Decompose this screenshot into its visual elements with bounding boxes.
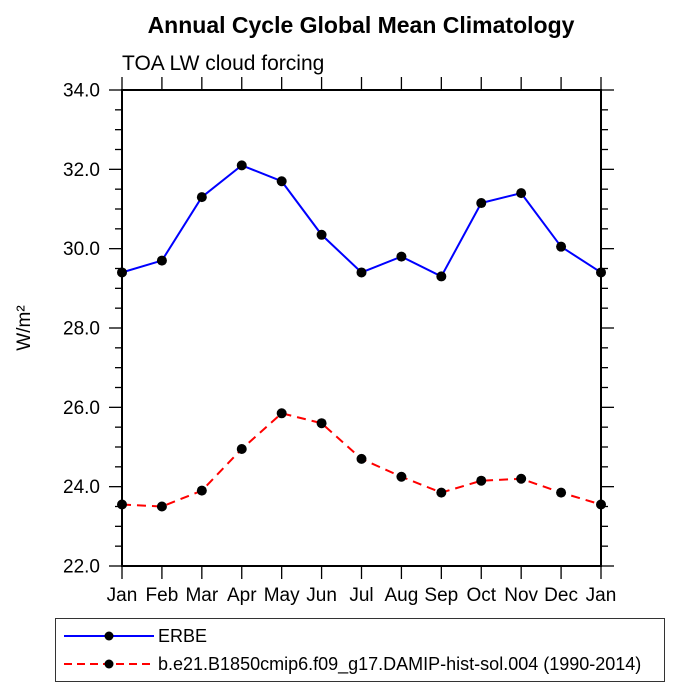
x-axis-tick-label: Jul [349, 585, 373, 606]
x-axis-tick-label: Mar [185, 585, 218, 606]
y-axis-tick-label: 34.0 [63, 81, 100, 102]
series-line-0 [121, 164, 602, 278]
data-point [556, 241, 567, 252]
data-point [436, 271, 447, 282]
data-point [316, 418, 327, 429]
chart-subtitle: TOA LW cloud forcing [122, 52, 324, 75]
legend: ERBE b.e21.B1850cmip6.f09_g17.DAMIP-hist… [55, 618, 665, 682]
legend-row-erbe: ERBE [63, 625, 664, 647]
series-layer [117, 160, 606, 512]
legend-line-sample-erbe [64, 631, 154, 641]
y-axis-tick-label: 30.0 [63, 239, 100, 260]
data-point [476, 198, 487, 209]
legend-line-sample-model [64, 659, 154, 669]
x-axis-tick-label: Apr [227, 585, 257, 606]
legend-row-model: b.e21.B1850cmip6.f09_g17.DAMIP-hist-sol.… [63, 653, 664, 675]
y-axis-tick-label: 28.0 [63, 319, 100, 340]
annual-cycle-plot: Annual Cycle Global Mean Climatology TOA… [14, 12, 616, 606]
x-axis-tick-label: Jun [306, 585, 337, 606]
data-point [516, 473, 527, 484]
y-axis-tick-label: 26.0 [63, 398, 100, 419]
y-axis-tick-label: 24.0 [63, 477, 100, 498]
x-axis-tick-label: Aug [385, 585, 419, 606]
data-point [156, 501, 167, 512]
data-point [476, 475, 487, 486]
y-axis-title: W/m² [14, 305, 35, 350]
data-point [516, 188, 527, 199]
data-point [436, 487, 447, 498]
data-point [276, 176, 287, 187]
data-point [316, 229, 327, 240]
x-axis-tick-label: Jan [586, 585, 617, 606]
data-point [596, 499, 606, 510]
data-point [236, 443, 247, 454]
data-point [276, 408, 287, 419]
data-point [236, 160, 247, 171]
data-point [117, 499, 127, 510]
data-point [117, 267, 127, 278]
data-point [356, 267, 367, 278]
legend-label-erbe: ERBE [158, 625, 208, 646]
x-axis-tick-label: May [264, 585, 300, 606]
x-axis-tick-label: Sep [424, 585, 458, 606]
data-point [596, 267, 606, 278]
data-point [196, 192, 207, 203]
data-point [396, 471, 407, 482]
data-point [356, 453, 367, 464]
data-point [156, 255, 167, 266]
marker-dot-icon [104, 659, 114, 669]
data-point [396, 251, 407, 262]
y-axis-tick-label: 32.0 [63, 160, 100, 181]
x-axis-tick-label: Dec [544, 585, 578, 606]
chart-title: Annual Cycle Global Mean Climatology [148, 12, 575, 38]
x-axis-tick-label: Jan [107, 585, 138, 606]
x-axis-tick-label: Oct [466, 585, 496, 606]
y-axis-tick-label: 22.0 [63, 557, 100, 578]
axes-layer: 22.0 24.0 26.0 28.0 30.0 32.0 34.0 Jan Feb Mar Apr… [63, 77, 616, 606]
plot-frame [121, 89, 602, 567]
x-axis-tick-label: Feb [146, 585, 179, 606]
data-point [196, 485, 207, 496]
x-axis-tick-label: Nov [504, 585, 538, 606]
legend-label-model: b.e21.B1850cmip6.f09_g17.DAMIP-hist-sol.… [158, 653, 642, 674]
data-point [556, 487, 567, 498]
marker-dot-icon [104, 631, 114, 641]
